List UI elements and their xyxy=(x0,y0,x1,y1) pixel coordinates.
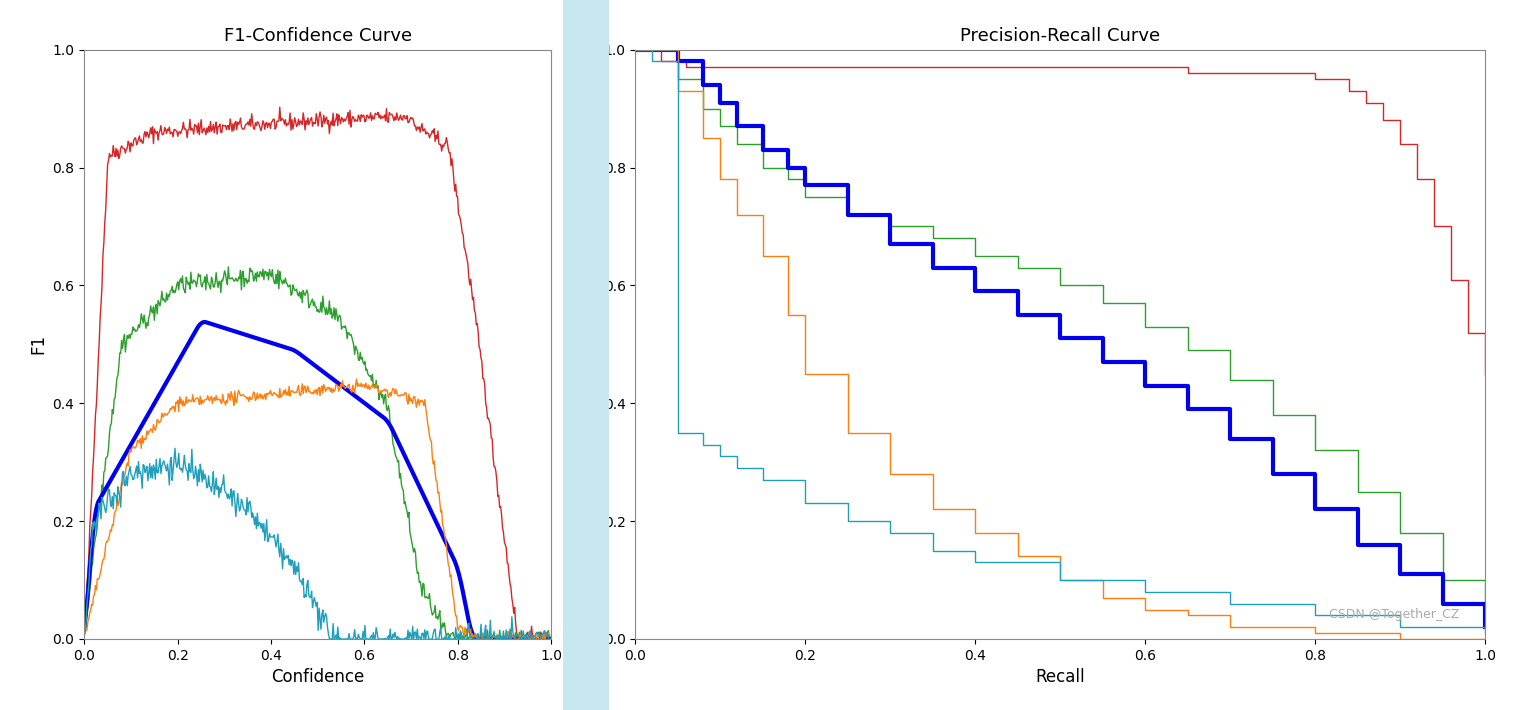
Title: F1-Confidence Curve: F1-Confidence Curve xyxy=(224,28,412,45)
Title: Precision-Recall Curve: Precision-Recall Curve xyxy=(960,28,1160,45)
X-axis label: Confidence: Confidence xyxy=(271,668,364,687)
Y-axis label: Precision: Precision xyxy=(580,307,599,381)
X-axis label: Recall: Recall xyxy=(1035,668,1085,687)
Y-axis label: F1: F1 xyxy=(29,334,47,354)
Text: CSDN @Together_CZ: CSDN @Together_CZ xyxy=(1329,608,1459,621)
